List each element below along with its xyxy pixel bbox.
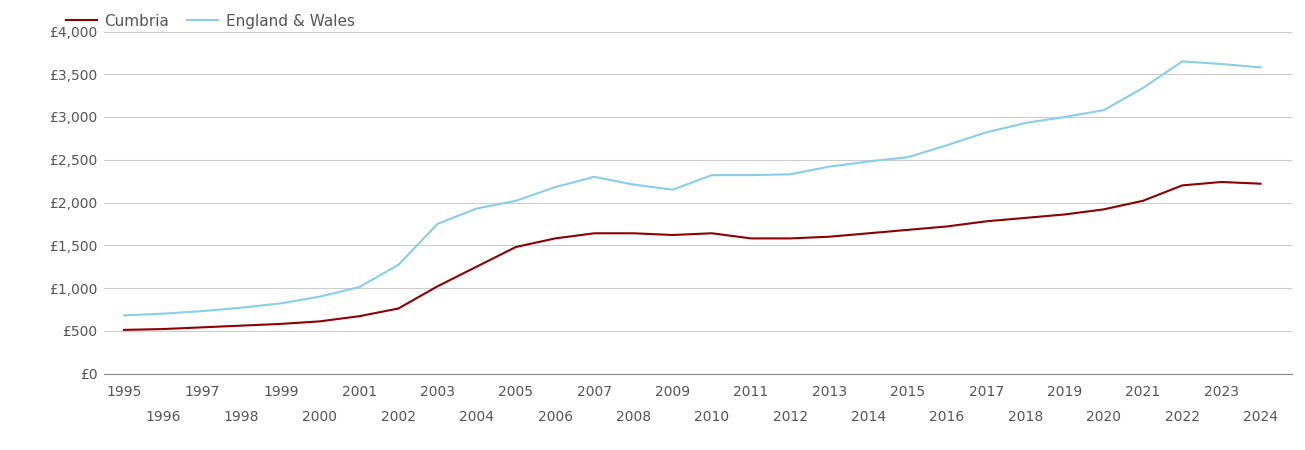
England & Wales: [508, 198, 523, 203]
Cumbria: [194, 324, 210, 330]
Cumbria: [508, 244, 523, 250]
Cumbria: [900, 227, 916, 233]
Text: 1996: 1996: [145, 410, 181, 423]
England & Wales: [390, 262, 406, 268]
Cumbria: [1253, 181, 1268, 186]
Cumbria: [705, 230, 720, 236]
Cumbria: [822, 234, 838, 239]
England & Wales: [822, 164, 838, 169]
Text: 2018: 2018: [1007, 410, 1043, 423]
Cumbria: [586, 230, 602, 236]
Cumbria: [351, 314, 367, 319]
England & Wales: [429, 221, 445, 227]
England & Wales: [351, 284, 367, 290]
England & Wales: [1174, 58, 1190, 64]
England & Wales: [273, 301, 288, 306]
Cumbria: [234, 323, 249, 328]
England & Wales: [705, 172, 720, 178]
England & Wales: [155, 311, 171, 316]
Cumbria: [625, 230, 641, 236]
Text: 2020: 2020: [1086, 410, 1121, 423]
Text: 2008: 2008: [616, 410, 651, 423]
Text: 2004: 2004: [459, 410, 495, 423]
England & Wales: [783, 171, 799, 177]
Cumbria: [1135, 198, 1151, 203]
England & Wales: [940, 143, 955, 148]
Text: 2000: 2000: [303, 410, 338, 423]
Text: 2002: 2002: [381, 410, 416, 423]
Cumbria: [312, 319, 328, 324]
Legend: Cumbria, England & Wales: Cumbria, England & Wales: [60, 8, 360, 35]
Text: 2022: 2022: [1164, 410, 1199, 423]
England & Wales: [625, 182, 641, 187]
Cumbria: [468, 264, 484, 269]
England & Wales: [861, 159, 877, 164]
England & Wales: [979, 130, 994, 135]
England & Wales: [664, 187, 680, 192]
England & Wales: [234, 305, 249, 310]
England & Wales: [1135, 85, 1151, 90]
Text: 2006: 2006: [538, 410, 573, 423]
England & Wales: [116, 313, 132, 318]
Cumbria: [861, 230, 877, 236]
Cumbria: [979, 219, 994, 224]
Cumbria: [1174, 183, 1190, 188]
Cumbria: [390, 306, 406, 311]
Text: 1998: 1998: [224, 410, 260, 423]
Cumbria: [744, 236, 760, 241]
Cumbria: [1018, 215, 1034, 220]
England & Wales: [312, 294, 328, 299]
England & Wales: [1057, 114, 1073, 120]
England & Wales: [1253, 65, 1268, 70]
Cumbria: [116, 327, 132, 333]
Cumbria: [429, 284, 445, 289]
Cumbria: [547, 236, 562, 241]
Text: 2010: 2010: [694, 410, 729, 423]
Cumbria: [155, 326, 171, 332]
England & Wales: [900, 154, 916, 160]
England & Wales: [194, 308, 210, 314]
England & Wales: [1096, 108, 1112, 113]
England & Wales: [1018, 120, 1034, 126]
Text: 2024: 2024: [1244, 410, 1278, 423]
Cumbria: [1096, 207, 1112, 212]
Cumbria: [273, 321, 288, 327]
Cumbria: [783, 236, 799, 241]
Text: 2016: 2016: [929, 410, 964, 423]
England & Wales: [1214, 61, 1229, 67]
Cumbria: [664, 232, 680, 238]
Text: 2012: 2012: [773, 410, 808, 423]
England & Wales: [468, 206, 484, 211]
Cumbria: [940, 224, 955, 229]
Line: Cumbria: Cumbria: [124, 182, 1261, 330]
Line: England & Wales: England & Wales: [124, 61, 1261, 315]
Cumbria: [1214, 179, 1229, 184]
England & Wales: [586, 174, 602, 180]
Cumbria: [1057, 212, 1073, 217]
Text: 2014: 2014: [851, 410, 886, 423]
England & Wales: [547, 184, 562, 190]
England & Wales: [744, 172, 760, 178]
